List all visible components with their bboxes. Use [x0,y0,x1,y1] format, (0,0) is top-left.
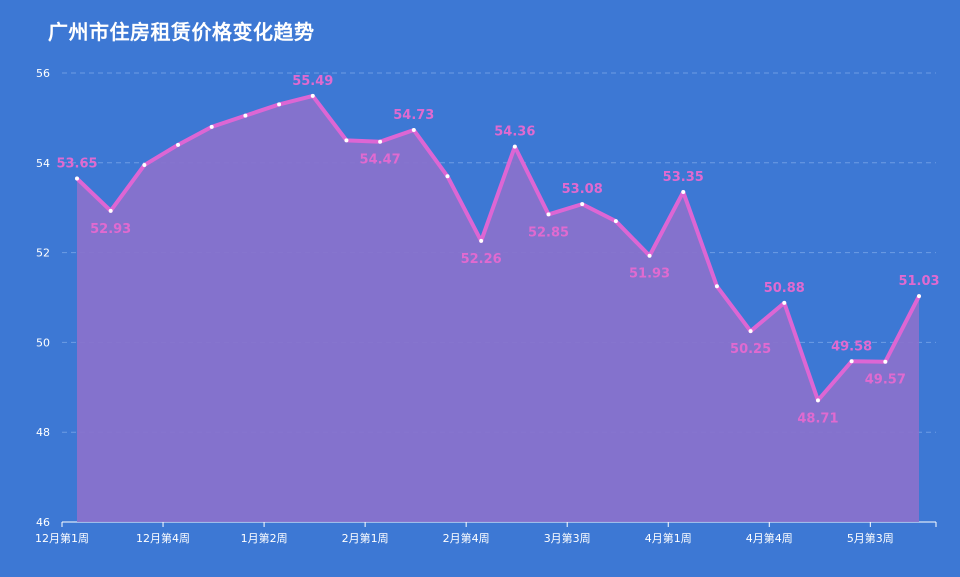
data-label: 49.58 [831,339,872,354]
data-label: 52.26 [461,252,502,267]
data-label: 53.35 [663,170,704,185]
x-tick-label: 3月第3周 [544,531,591,545]
data-label: 53.65 [56,157,97,172]
x-tick-label: 4月第1周 [645,531,692,545]
data-point [310,93,315,98]
x-tick-label: 12月第1周 [35,531,89,545]
data-label: 48.71 [797,411,838,426]
data-label: 49.57 [865,373,906,388]
chart-title: 广州市住房租赁价格变化趋势 [48,20,315,44]
data-point [142,163,147,168]
area-fill [77,95,919,523]
data-point [748,329,753,334]
data-point [546,212,551,217]
x-tick-label: 2月第1周 [342,531,389,545]
y-tick-label: 54 [36,157,50,170]
data-point [243,113,248,118]
data-label: 53.08 [562,182,603,197]
y-tick-label: 46 [36,516,50,529]
x-tick-label: 1月第2周 [241,531,288,545]
data-point [580,202,585,207]
data-point [647,253,652,258]
data-point [445,174,450,179]
data-label: 55.49 [292,74,333,89]
data-point [613,219,618,224]
data-point [917,294,921,299]
data-label: 51.03 [898,274,939,289]
data-label: 54.36 [494,125,535,140]
y-tick-label: 52 [36,247,50,260]
data-point [479,238,484,243]
data-point [512,144,517,149]
series-line [75,93,921,403]
data-point [378,139,383,144]
data-label: 51.93 [629,267,670,282]
data-point [176,142,181,147]
data-point [411,128,416,133]
x-tick-label: 5月第3周 [847,531,894,545]
data-point [75,176,79,181]
data-label: 54.73 [393,108,434,123]
data-point [714,284,719,289]
data-point [849,359,854,364]
data-point [108,208,113,213]
data-point [815,398,820,403]
data-label: 50.25 [730,342,771,357]
y-tick-label: 48 [36,426,50,439]
data-point [344,138,349,143]
data-label: 52.93 [90,222,131,237]
x-tick-label: 4月第4周 [746,531,793,545]
y-tick-label: 50 [36,336,50,349]
data-point [277,102,282,107]
data-label: 50.88 [764,281,805,296]
x-tick-label: 2月第4周 [443,531,490,545]
data-point [883,359,888,364]
data-point [681,189,686,194]
y-tick-label: 56 [36,67,50,80]
data-point [209,124,214,129]
data-label: 52.85 [528,225,569,240]
data-label: 54.47 [360,153,401,168]
data-point [782,300,787,305]
x-tick-label: 12月第4周 [136,531,190,545]
